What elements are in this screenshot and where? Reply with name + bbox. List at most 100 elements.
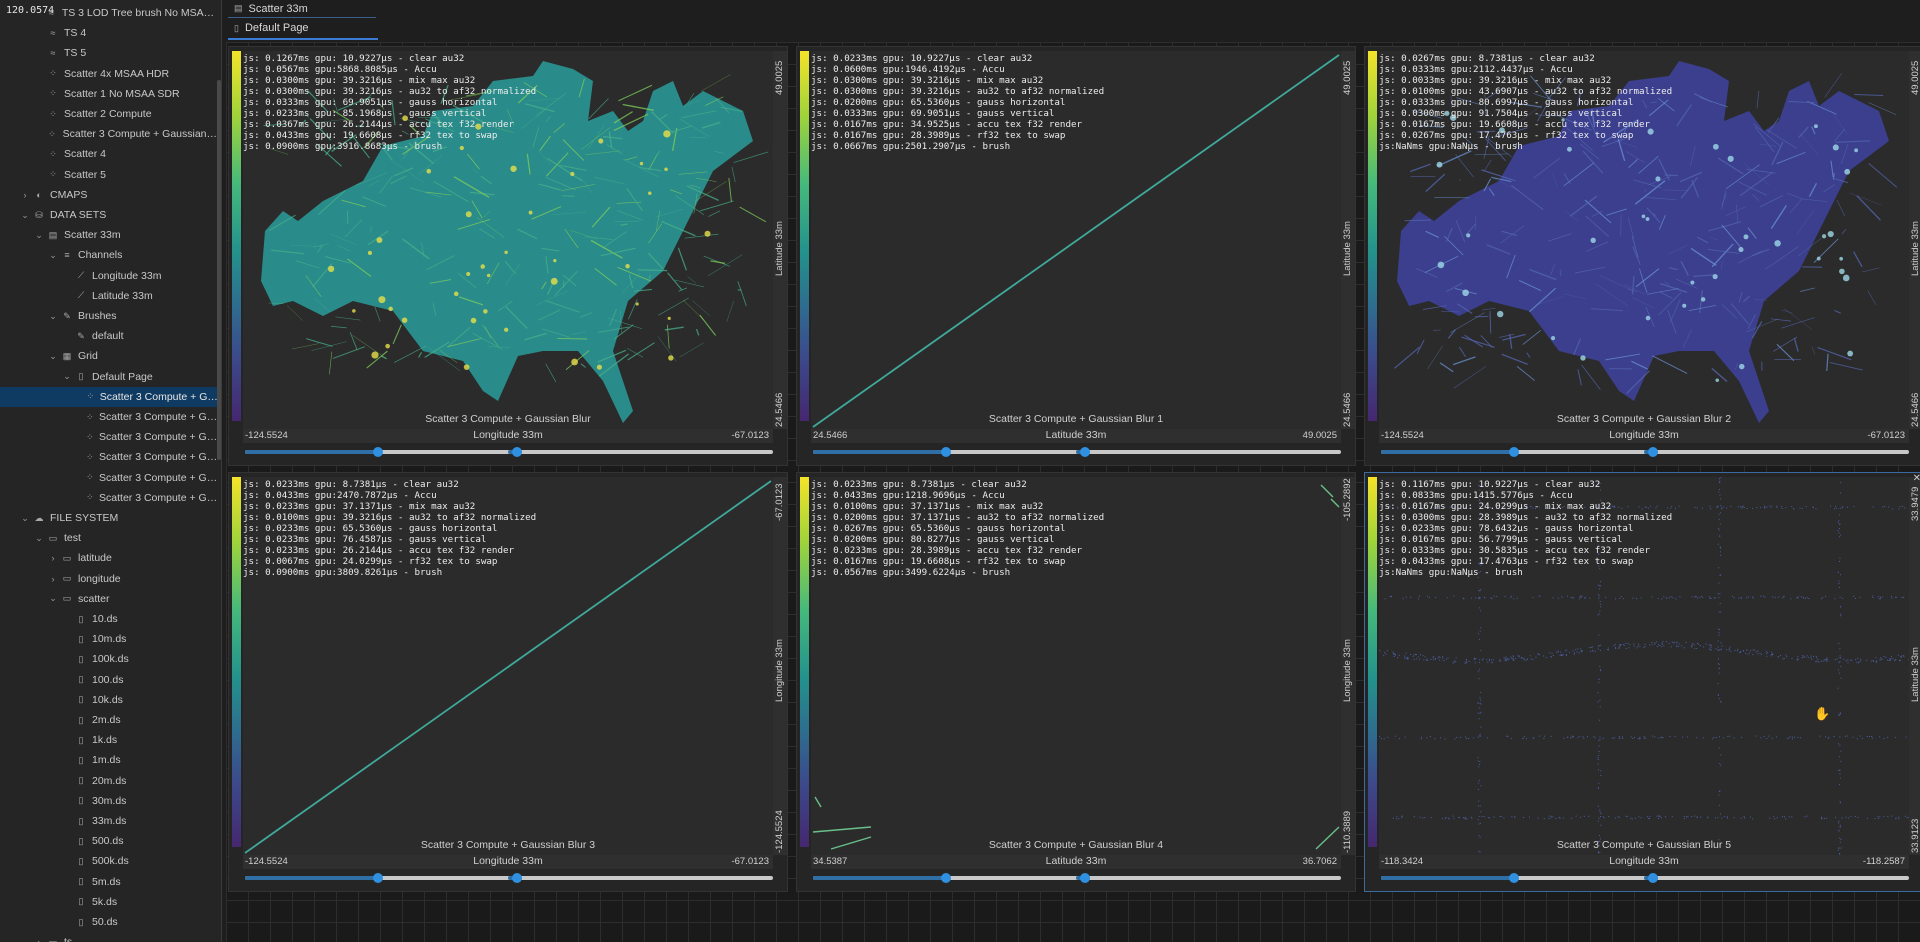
x-axis[interactable]: -124.5524 Longitude 33m -67.0123 bbox=[243, 855, 773, 869]
tree-item[interactable]: ⌄ ▯ Default Page bbox=[0, 367, 218, 387]
tree-item[interactable]: ▯ 50.ds bbox=[0, 912, 218, 932]
range-slider-left[interactable] bbox=[813, 873, 1078, 883]
tree-item[interactable]: ⌄ ▦ Grid bbox=[0, 346, 218, 366]
plot-area[interactable]: js: 0.1167ms gpu: 10.9227µs - clear au32… bbox=[1379, 477, 1909, 855]
tree-item[interactable]: ▯ 33m.ds bbox=[0, 811, 218, 831]
tree-item[interactable]: ▯ 30m.ds bbox=[0, 791, 218, 811]
tree-item[interactable]: ⁘ Scatter 4 bbox=[0, 144, 218, 164]
tree-item[interactable]: ▯ 5m.ds bbox=[0, 872, 218, 892]
slider-thumb[interactable] bbox=[1648, 447, 1658, 457]
chevron-down-icon[interactable]: ⌄ bbox=[63, 371, 71, 382]
tree-item[interactable]: ⌄ ✎ Brushes bbox=[0, 306, 218, 326]
slider-thumb[interactable] bbox=[941, 873, 951, 883]
slider-track[interactable] bbox=[1644, 876, 1909, 880]
tree-item[interactable]: ⁘ Scatter 2 Compute bbox=[0, 104, 218, 124]
chevron-right-icon[interactable]: › bbox=[51, 573, 55, 584]
scatter-panel[interactable]: js: 0.0267ms gpu: 8.7381µs - clear au32 j… bbox=[1364, 46, 1920, 466]
tree-item[interactable]: ›▭ts bbox=[0, 932, 218, 942]
tree-item[interactable]: ▯ 100k.ds bbox=[0, 649, 218, 669]
tree-item[interactable]: › ▭ latitude bbox=[0, 548, 218, 568]
tree-item[interactable]: ⌄ ▭ scatter bbox=[0, 589, 218, 609]
plot-area[interactable]: js: 0.0267ms gpu: 8.7381µs - clear au32 j… bbox=[1379, 51, 1909, 429]
slider-thumb[interactable] bbox=[941, 447, 951, 457]
tab-default-page[interactable]: ▯ Default Page bbox=[228, 18, 378, 40]
tree-item[interactable]: ⁘Scatter 3 Compute + Gaussian Blur bbox=[0, 386, 218, 407]
scatter-panel[interactable]: js: 0.1267ms gpu: 10.9227µs - clear au32… bbox=[228, 46, 788, 466]
slider-thumb[interactable] bbox=[373, 447, 383, 457]
tree-item[interactable]: › ▭ longitude bbox=[0, 569, 218, 589]
scatter-panel[interactable]: js: 0.0233ms gpu: 8.7381µs - clear au32 j… bbox=[796, 472, 1356, 892]
chevron-right-icon[interactable]: › bbox=[34, 937, 44, 942]
scatter-panel[interactable]: js: 0.1167ms gpu: 10.9227µs - clear au32… bbox=[1364, 472, 1920, 892]
scatter-panel[interactable]: js: 0.0233ms gpu: 10.9227µs - clear au32… bbox=[796, 46, 1356, 466]
slider-thumb[interactable] bbox=[1080, 873, 1090, 883]
tree-item[interactable]: ▯ 1m.ds bbox=[0, 750, 218, 770]
tree-item[interactable]: ▯ 10.ds bbox=[0, 609, 218, 629]
tree-item[interactable]: ▯ 10k.ds bbox=[0, 690, 218, 710]
y-axis[interactable]: 24.5466 Latitude 33m 49.0025 bbox=[1909, 51, 1920, 429]
grid-canvas[interactable]: js: 0.1267ms gpu: 10.9227µs - clear au32… bbox=[226, 42, 1920, 942]
tree-item[interactable]: › ◐ CMAPS bbox=[0, 185, 218, 205]
range-slider-right[interactable] bbox=[508, 873, 773, 883]
plot-area[interactable]: js: 0.0233ms gpu: 8.7381µs - clear au32 j… bbox=[243, 477, 773, 855]
tree-item[interactable]: ▯ 100.ds bbox=[0, 670, 218, 690]
slider-thumb[interactable] bbox=[512, 873, 522, 883]
range-slider-left[interactable] bbox=[245, 447, 510, 457]
tree-item[interactable]: ⁘Scatter 3 Compute + Gaussian Blur 1 bbox=[0, 407, 218, 427]
tree-item[interactable]: ≈ TS 4 bbox=[0, 23, 218, 43]
tree-item[interactable]: ▯ 2m.ds bbox=[0, 710, 218, 730]
x-axis[interactable]: -124.5524 Longitude 33m -67.0123 bbox=[1379, 429, 1909, 443]
tree-item[interactable]: ▯ 500k.ds bbox=[0, 851, 218, 871]
x-axis[interactable]: -118.3424 Longitude 33m -118.2587 bbox=[1379, 855, 1909, 869]
range-slider-left[interactable] bbox=[813, 447, 1078, 457]
range-slider-left[interactable] bbox=[1381, 873, 1646, 883]
slider-track[interactable] bbox=[1076, 450, 1341, 454]
tab-scatter-33m[interactable]: ▤ Scatter 33m bbox=[228, 0, 376, 18]
range-slider-left[interactable] bbox=[245, 873, 510, 883]
tree-item[interactable]: ⟋ Latitude 33m bbox=[0, 286, 218, 306]
chevron-down-icon[interactable]: ⌄ bbox=[21, 512, 29, 523]
x-axis[interactable]: 34.5387 Latitude 33m 36.7062 bbox=[811, 855, 1341, 869]
tree-item[interactable]: ⁘ Scatter 1 No MSAA SDR bbox=[0, 84, 218, 104]
y-axis[interactable]: -124.5524 Longitude 33m -67.0123 bbox=[773, 477, 787, 855]
tree-item[interactable]: ⁘Scatter 3 Compute + Gaussian Blur 5 bbox=[0, 488, 218, 508]
chevron-right-icon[interactable]: › bbox=[51, 553, 55, 564]
range-slider-right[interactable] bbox=[508, 447, 773, 457]
slider-track[interactable] bbox=[1076, 876, 1341, 880]
y-axis[interactable]: 24.5466 Latitude 33m 49.0025 bbox=[773, 51, 787, 429]
tree-item[interactable]: ⌄ ▭ test bbox=[0, 528, 218, 548]
slider-thumb[interactable] bbox=[1509, 873, 1519, 883]
tree-item[interactable]: ▯ 5k.ds bbox=[0, 892, 218, 912]
x-axis[interactable]: -124.5524 Longitude 33m -67.0123 bbox=[243, 429, 773, 443]
y-axis[interactable]: 33.9123 Latitude 33m 33.9479 bbox=[1909, 477, 1920, 855]
close-icon[interactable]: ✕ bbox=[1912, 473, 1920, 484]
tree-item[interactable]: ▯ 1k.ds bbox=[0, 730, 218, 750]
tree-item[interactable]: ⁘Scatter 3 Compute + Gaussian Blur 4 bbox=[0, 468, 218, 488]
plot-area[interactable]: js: 0.0233ms gpu: 8.7381µs - clear au32 j… bbox=[811, 477, 1341, 855]
chevron-down-icon[interactable]: ⌄ bbox=[49, 593, 57, 604]
chevron-down-icon[interactable]: ⌄ bbox=[49, 350, 57, 361]
slider-track[interactable] bbox=[508, 876, 773, 880]
plot-area[interactable]: js: 0.1267ms gpu: 10.9227µs - clear au32… bbox=[243, 51, 773, 429]
chevron-down-icon[interactable]: ⌄ bbox=[35, 229, 43, 240]
tree-item[interactable]: ⁘Scatter 3 Compute + Gaussian Blur 3 bbox=[0, 447, 218, 467]
tree-item[interactable]: ⁘Scatter 3 Compute + Gaussian Blur bbox=[0, 124, 218, 144]
tree-item[interactable]: ⟋ Longitude 33m bbox=[0, 266, 218, 286]
chevron-down-icon[interactable]: ⌄ bbox=[21, 209, 29, 220]
range-slider-left[interactable] bbox=[1381, 447, 1646, 457]
tree-item[interactable]: ✎ default bbox=[0, 326, 218, 346]
tree-item[interactable]: ≈ TS 3 LOD Tree brush No MSAA SDR bbox=[0, 3, 218, 23]
tree-item[interactable]: ≈ TS 5 bbox=[0, 43, 218, 63]
tree-item[interactable]: ⁘ Scatter 5 bbox=[0, 165, 218, 185]
plot-area[interactable]: js: 0.0233ms gpu: 10.9227µs - clear au32… bbox=[811, 51, 1341, 429]
tree-item[interactable]: ▯ 10m.ds bbox=[0, 629, 218, 649]
range-slider-right[interactable] bbox=[1644, 873, 1909, 883]
range-slider-right[interactable] bbox=[1076, 447, 1341, 457]
scatter-panel[interactable]: js: 0.0233ms gpu: 8.7381µs - clear au32 j… bbox=[228, 472, 788, 892]
slider-thumb[interactable] bbox=[1648, 873, 1658, 883]
slider-thumb[interactable] bbox=[512, 447, 522, 457]
tree-item[interactable]: ⌄ ≡ Channels bbox=[0, 245, 218, 265]
slider-thumb[interactable] bbox=[1080, 447, 1090, 457]
range-slider-right[interactable] bbox=[1644, 447, 1909, 457]
tree-item[interactable]: ⁘ Scatter 4x MSAA HDR bbox=[0, 64, 218, 84]
